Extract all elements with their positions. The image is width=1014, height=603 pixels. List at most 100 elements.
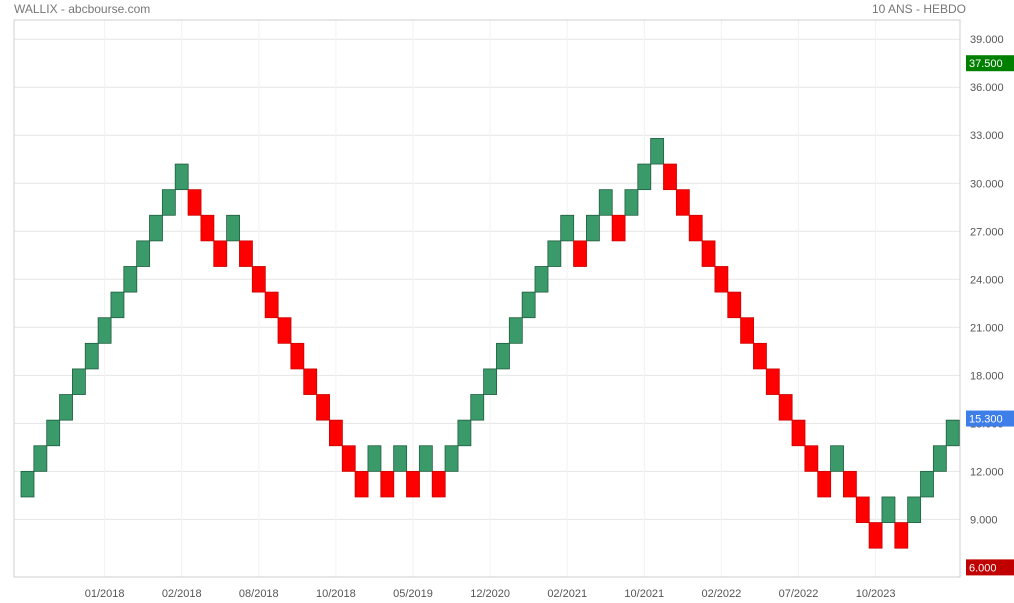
renko-brick-up xyxy=(470,394,485,421)
y-tick-label: 18.000 xyxy=(970,370,1004,382)
renko-brick-up xyxy=(521,291,536,319)
renko-brick-down xyxy=(714,266,729,293)
renko-brick-down xyxy=(251,266,266,293)
x-tick-label: 07/2022 xyxy=(779,588,819,600)
renko-brick-up xyxy=(149,214,163,242)
renko-bricks xyxy=(20,138,960,549)
renko-brick-up xyxy=(598,189,613,216)
renko-brick-down xyxy=(264,291,279,319)
renko-brick-up xyxy=(136,240,151,267)
renko-brick-up xyxy=(586,214,600,242)
last-price-badge-bg xyxy=(966,410,1014,427)
y-tick-label: 24.000 xyxy=(970,274,1004,286)
renko-brick-down xyxy=(663,163,677,191)
renko-brick-up xyxy=(534,266,549,293)
y-tick-label: 27.000 xyxy=(970,226,1004,238)
x-axis-tick-labels: 01/2018 02/2018 08/2018 10/2018 05/2019 12/20… xyxy=(85,588,896,600)
renko-brick-down xyxy=(573,240,587,267)
renko-brick-down xyxy=(213,240,228,267)
high-price-badge-bg xyxy=(966,55,1014,72)
x-tick-label: 01/2018 xyxy=(85,588,125,600)
y-tick-label: 9.000 xyxy=(970,514,998,526)
x-tick-label: 02/2021 xyxy=(547,588,587,600)
y-tick-label: 39.000 xyxy=(970,34,1004,46)
y-axis-tick-labels: 9.00012.00015.00018.00021.00024.00027.00… xyxy=(970,34,1004,526)
y-tick-label: 36.000 xyxy=(970,82,1004,94)
renko-brick-down xyxy=(753,342,767,370)
renko-brick-down xyxy=(817,470,832,498)
renko-brick-up xyxy=(161,189,176,216)
renko-brick-down xyxy=(765,368,780,395)
y-tick-label: 21.000 xyxy=(970,322,1004,334)
renko-brick-up xyxy=(33,445,48,472)
renko-brick-up xyxy=(20,470,35,498)
renko-brick-up xyxy=(547,240,562,267)
y-tick-label: 33.000 xyxy=(970,130,1004,142)
renko-brick-up xyxy=(932,445,947,472)
renko-brick-down xyxy=(200,214,215,242)
low-price-badge-value: 6.000 xyxy=(969,562,997,574)
renko-brick-down xyxy=(277,317,292,344)
renko-brick-up xyxy=(920,470,934,498)
renko-brick-up xyxy=(508,317,523,344)
last-price-badge-value: 15.300 xyxy=(969,414,1003,426)
renko-brick-down xyxy=(727,291,742,319)
renko-brick-up xyxy=(444,445,459,472)
renko-brick-down xyxy=(354,470,369,498)
renko-brick-down xyxy=(380,470,395,498)
renko-brick-up xyxy=(624,189,639,216)
renko-brick-up xyxy=(46,419,61,447)
renko-brick-up xyxy=(174,163,189,191)
renko-brick-down xyxy=(804,445,819,472)
x-tick-label: 10/2018 xyxy=(316,588,356,600)
x-tick-label: 10/2023 xyxy=(856,588,896,600)
grid-lines xyxy=(14,20,960,577)
renko-brick-up xyxy=(560,214,575,242)
chart-period-label: 10 ANS - HEBDO xyxy=(871,2,966,16)
renko-brick-up xyxy=(367,445,382,472)
renko-brick-up xyxy=(226,214,241,242)
renko-brick-down xyxy=(239,240,253,267)
x-tick-label: 10/2021 xyxy=(624,588,664,600)
last-price-badge: 15.300 xyxy=(966,410,1014,427)
price-badges: 37.500 15.300 6.000 xyxy=(966,55,1014,576)
renko-brick-up xyxy=(907,496,922,523)
high-price-badge: 37.500 xyxy=(966,55,1014,72)
low-price-badge-bg xyxy=(966,559,1014,576)
renko-brick-down xyxy=(187,189,202,216)
renko-brick-down xyxy=(675,189,690,216)
low-price-badge: 6.000 xyxy=(966,559,1014,576)
renko-brick-up xyxy=(457,419,472,447)
renko-brick-down xyxy=(791,419,806,447)
y-tick-label: 30.000 xyxy=(970,178,1004,190)
y-tick-label: 12.000 xyxy=(970,466,1004,478)
renko-brick-up xyxy=(72,368,86,395)
renko-brick-down xyxy=(740,317,754,344)
renko-brick-up xyxy=(496,342,510,370)
renko-brick-up xyxy=(637,163,652,191)
renko-brick-down xyxy=(431,470,446,498)
renko-brick-up xyxy=(123,266,138,293)
renko-brick-up xyxy=(97,317,112,344)
high-price-badge-value: 37.500 xyxy=(969,58,1003,70)
x-tick-label: 02/2022 xyxy=(702,588,742,600)
renko-brick-down xyxy=(868,522,883,549)
renko-brick-up xyxy=(59,394,73,421)
renko-brick-up xyxy=(393,445,408,472)
x-tick-label: 12/2020 xyxy=(470,588,510,600)
renko-brick-up xyxy=(650,138,665,165)
x-tick-label: 02/2018 xyxy=(162,588,202,600)
renko-brick-down xyxy=(611,214,626,242)
renko-brick-down xyxy=(855,496,870,523)
renko-brick-down xyxy=(406,470,420,498)
x-tick-label: 05/2019 xyxy=(393,588,433,600)
renko-brick-up xyxy=(945,419,960,447)
renko-brick-up xyxy=(881,496,896,523)
renko-brick-up xyxy=(84,342,99,370)
renko-brick-up xyxy=(830,445,844,472)
renko-brick-down xyxy=(688,214,703,242)
renko-brick-down xyxy=(316,394,330,421)
renko-brick-down xyxy=(843,470,857,498)
renko-brick-up xyxy=(483,368,498,395)
